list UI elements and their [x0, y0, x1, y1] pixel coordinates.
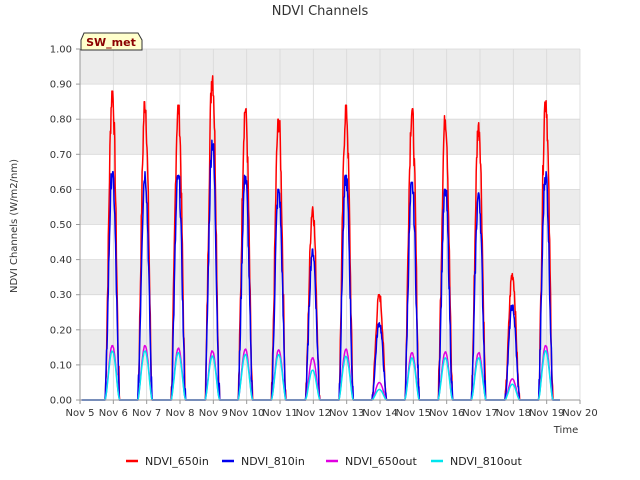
legend-item-NDVI_650in: NDVI_650in: [126, 455, 209, 468]
y-tick-label: 0.00: [50, 396, 72, 407]
plot-band: [80, 49, 580, 85]
legend-label: NDVI_810out: [450, 455, 522, 468]
badge-label: SW_met: [86, 36, 136, 49]
y-ticks: 0.00 0.10 0.20 0.30 0.40 0.50 0.60 0.70 0.80 0.90…: [50, 45, 80, 407]
x-tick-label: Nov 10: [229, 408, 264, 419]
x-tick-label: Nov 19: [529, 408, 564, 419]
x-tick-label: Nov 8: [165, 408, 194, 419]
y-tick-label: 0.10: [50, 360, 72, 371]
x-axis-label: Time: [553, 425, 578, 436]
x-tick-label: Nov 13: [329, 408, 364, 419]
x-tick-label: Nov 5: [65, 408, 94, 419]
x-tick-label: Nov 15: [396, 408, 431, 419]
y-tick-label: 0.60: [50, 185, 72, 196]
badge: SW_met: [80, 32, 143, 51]
y-tick-label: 0.70: [50, 150, 72, 161]
legend-item-NDVI_650out: NDVI_650out: [326, 455, 417, 468]
badge-shape: [80, 32, 143, 51]
legend-label: NDVI_650out: [345, 455, 417, 468]
y-tick-label: 1.00: [50, 45, 72, 56]
plot-band: [80, 119, 580, 155]
chart-title: NDVI Channels: [272, 4, 369, 19]
x-tick-label: Nov 6: [99, 408, 128, 419]
legend-label: NDVI_650in: [145, 455, 209, 468]
legend-item-NDVI_810in: NDVI_810in: [222, 455, 305, 468]
y-tick-label: 0.80: [50, 115, 72, 126]
y-tick-label: 0.50: [50, 220, 72, 231]
x-tick-label: Nov 18: [496, 408, 531, 419]
x-tick-label: Nov 7: [132, 408, 161, 419]
plot-band: [80, 329, 580, 365]
legend: NDVI_650in NDVI_810in NDVI_650out NDVI_810o…: [126, 455, 522, 468]
x-tick-label: Nov 16: [429, 408, 464, 419]
x-tick-label: Nov 12: [296, 408, 331, 419]
y-axis-label: NDVI Channels (W/m2/nm): [9, 159, 20, 293]
y-tick-label: 0.40: [50, 255, 72, 266]
legend-item-NDVI_810out: NDVI_810out: [431, 455, 522, 468]
plot-band: [80, 189, 580, 225]
x-tick-label: Nov 20: [562, 408, 597, 419]
y-tick-label: 0.30: [50, 290, 72, 301]
x-tick-label: Nov 17: [462, 408, 497, 419]
x-tick-label: Nov 14: [362, 408, 397, 419]
x-tick-label: Nov 11: [262, 408, 297, 419]
y-tick-label: 0.90: [50, 80, 72, 91]
x-tick-label: Nov 9: [199, 408, 228, 419]
legend-label: NDVI_810in: [241, 455, 305, 468]
y-tick-label: 0.20: [50, 325, 72, 336]
grid-lines: [79, 48, 581, 401]
plot-band: [80, 259, 580, 295]
